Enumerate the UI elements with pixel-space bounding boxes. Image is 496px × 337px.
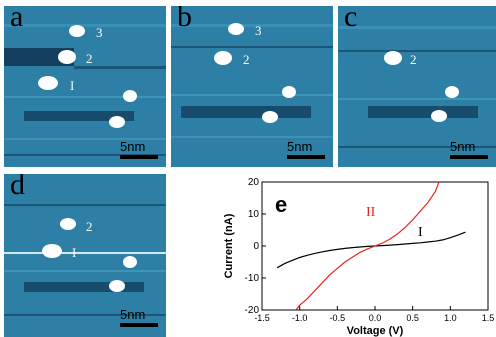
scale-label-b: 5nm bbox=[287, 139, 313, 154]
panel-label-d: d bbox=[10, 174, 25, 201]
scale-bar-b bbox=[287, 155, 325, 159]
scale-bar-d bbox=[120, 323, 158, 327]
molecule-label-1: I bbox=[70, 78, 75, 93]
panel-label-e: e bbox=[275, 192, 287, 217]
stm-image-c: c 2 5nm bbox=[338, 6, 496, 167]
x-axis-label: Voltage (V) bbox=[347, 325, 404, 337]
x-tick-label: -1.5 bbox=[254, 313, 270, 323]
stm-image-d: d 2 I 5nm bbox=[4, 174, 166, 337]
series-line-II bbox=[295, 181, 440, 311]
panel-label-a: a bbox=[10, 6, 24, 33]
y-tick-label: 20 bbox=[248, 178, 260, 188]
stm-topography-d bbox=[4, 174, 166, 337]
y-tick-label: 0 bbox=[253, 241, 259, 252]
scale-label-d: 5nm bbox=[120, 307, 146, 322]
molecule-label-1: I bbox=[72, 245, 77, 260]
scale-label-c: 5nm bbox=[450, 139, 476, 154]
iv-chart: -1.5 -1.0 -0.5 0.0 0.5 1.0 1.5 -20 -10 0 10 20 e I… bbox=[223, 178, 495, 337]
stm-topography-a bbox=[4, 6, 166, 167]
stm-image-b: b 3 2 5nm bbox=[171, 6, 333, 167]
molecule-label-3: 3 bbox=[255, 23, 262, 38]
x-tick-label: -0.5 bbox=[330, 313, 346, 323]
y-axis-label: Current (nA) bbox=[223, 213, 235, 278]
molecule-label-2: 2 bbox=[86, 51, 93, 66]
scale-label-a: 5nm bbox=[120, 139, 146, 154]
y-tick-label: -10 bbox=[245, 273, 260, 284]
molecule-label-2: 2 bbox=[243, 52, 250, 67]
panel-label-c: c bbox=[344, 6, 358, 33]
x-tick-label: 1.0 bbox=[444, 313, 457, 323]
stm-topography-c bbox=[338, 6, 496, 167]
stm-image-a: a 3 2 I 5nm bbox=[4, 6, 166, 167]
scale-bar-a bbox=[120, 155, 158, 159]
y-tick-label: -20 bbox=[245, 305, 260, 316]
series-line-I bbox=[276, 231, 466, 269]
series-label-II: II bbox=[366, 205, 376, 220]
series-label-I: I bbox=[418, 225, 423, 240]
x-tick-label: 0.5 bbox=[406, 313, 419, 323]
molecule-label-3: 3 bbox=[96, 25, 103, 40]
panel-label-b: b bbox=[177, 6, 192, 33]
stm-topography-b bbox=[171, 6, 333, 167]
scale-bar-c bbox=[450, 155, 488, 159]
y-tick-label: 10 bbox=[248, 209, 260, 220]
molecule-label-2: 2 bbox=[86, 219, 93, 234]
x-tick-label: 0.0 bbox=[369, 313, 382, 323]
x-tick-label: -1.0 bbox=[292, 313, 308, 323]
x-tick-label: 1.5 bbox=[482, 313, 495, 323]
molecule-label-2: 2 bbox=[410, 52, 417, 67]
